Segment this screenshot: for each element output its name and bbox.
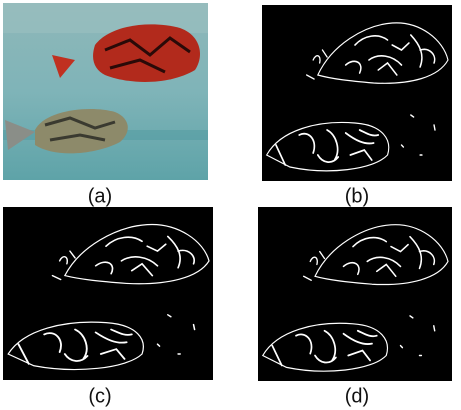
figure: (a) (b) (c) (d) xyxy=(0,0,461,410)
panel-label: (a) xyxy=(88,185,112,207)
panel-label: (c) xyxy=(88,385,111,407)
panel-b-image xyxy=(262,5,452,181)
panel-c-image xyxy=(3,207,213,380)
panel-a-image xyxy=(3,3,208,180)
panel-label: (b) xyxy=(345,185,369,207)
page: {"figure": {"panels": [{"label": "(a)"},… xyxy=(0,0,461,410)
panel-label: (d) xyxy=(345,385,369,407)
panel-d-image xyxy=(258,207,452,381)
